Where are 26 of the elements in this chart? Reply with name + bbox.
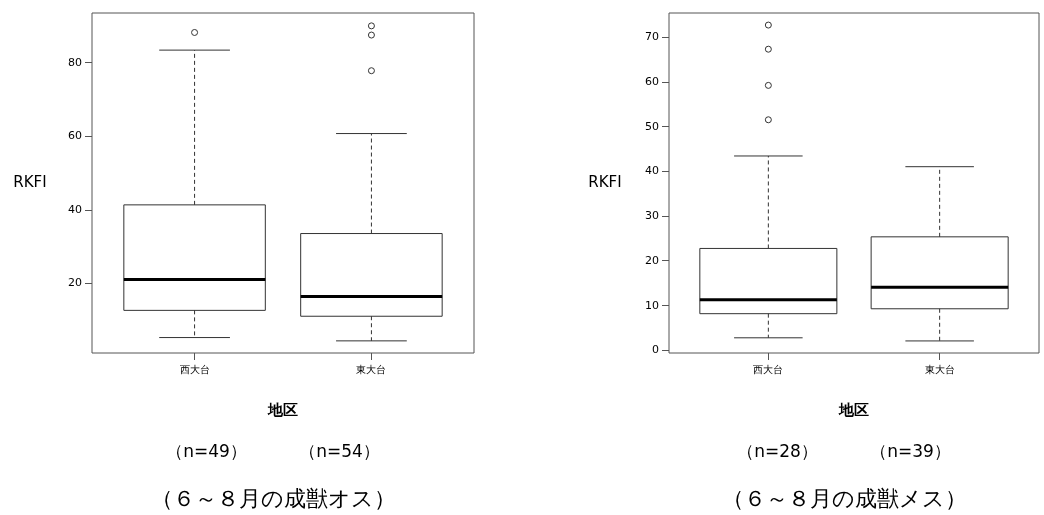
x-tick-label: 西大台 xyxy=(179,363,210,375)
y-tick-label: 30 xyxy=(645,209,659,223)
y-tick-label: 50 xyxy=(645,119,659,133)
y-tick-label: 0 xyxy=(652,343,659,357)
y-tick-label: 80 xyxy=(68,55,82,69)
y-tick-label: 40 xyxy=(68,202,82,216)
text: （n=54） xyxy=(299,441,380,462)
y-tick-label: 20 xyxy=(68,276,82,290)
y-tick-label: 10 xyxy=(645,298,659,312)
x-tick-label: 西大台 xyxy=(753,363,784,375)
x-tick-label: 東大台 xyxy=(356,363,387,375)
text: （６～８月の成獣メス） xyxy=(721,485,967,511)
text: （n=39） xyxy=(870,441,951,462)
text: （n=49） xyxy=(166,441,247,462)
y-axis-title: RKFI xyxy=(13,172,47,191)
x-axis-title: 地区 xyxy=(838,400,869,419)
x-axis-title: 地区 xyxy=(267,400,298,419)
x-tick-label: 東大台 xyxy=(924,363,955,375)
y-tick-label: 60 xyxy=(645,75,659,89)
y-tick-label: 20 xyxy=(645,253,659,267)
text: （６～８月の成獣オス） xyxy=(150,485,396,511)
y-tick-label: 40 xyxy=(645,164,659,178)
y-tick-label: 60 xyxy=(68,129,82,143)
y-tick-label: 70 xyxy=(645,30,659,44)
y-axis-title: RKFI xyxy=(588,172,622,191)
text: （n=28） xyxy=(737,441,818,462)
